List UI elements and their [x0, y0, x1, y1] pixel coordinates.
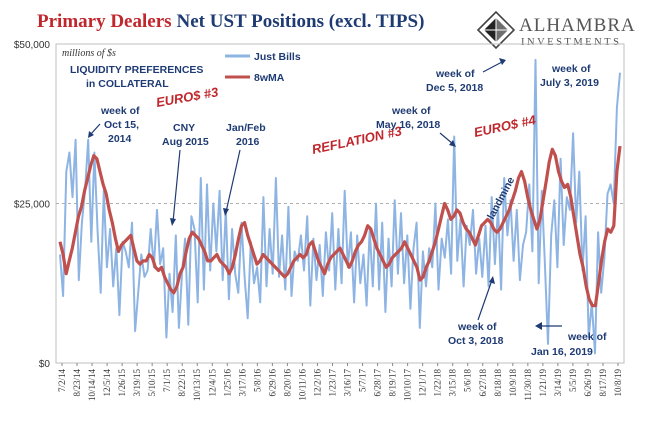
x-tick-label: 1/23/17: [327, 369, 337, 397]
x-tick-label: 3/15/18: [448, 369, 458, 397]
annotation-may2018-line2: May 16, 2018: [376, 119, 440, 131]
annotation-cny-line1: CNY: [173, 122, 195, 134]
x-tick-label: 11/30/18: [523, 369, 533, 401]
units-label: millions of $s: [62, 48, 116, 59]
logo-name: ALHAMBRA: [519, 15, 636, 36]
x-tick-label: 8/18/18: [493, 369, 503, 397]
logo-subtitle: INVESTMENTS: [521, 37, 621, 48]
x-tick-label: 8/17/19: [598, 369, 608, 397]
x-tick-label: 10/9/18: [508, 369, 518, 397]
x-tick-label: 8/22/15: [177, 369, 187, 397]
x-tick-label: 3/14/19: [553, 369, 563, 397]
x-tick-label: 6/29/16: [267, 369, 277, 397]
x-tick-label: 10/11/16: [297, 369, 307, 401]
annotation-dec2018-line2: Dec 5, 2018: [426, 82, 483, 94]
annotation-janfeb-arrow: [225, 149, 241, 213]
annotation-oct2018-arrowhead-icon: [489, 276, 495, 284]
x-tick-label: 5/5/19: [568, 369, 578, 393]
legend-label-ma: 8wMA: [254, 72, 285, 84]
x-tick-label: 8/19/17: [388, 369, 398, 397]
x-tick-label: 5/7/17: [358, 369, 368, 393]
x-tick-label: 6/27/18: [478, 369, 488, 397]
annotation-oct2018-line2: Oct 3, 2018: [448, 335, 504, 347]
annotation-cny-arrowhead-icon: [170, 218, 176, 226]
annotation-jan2019-arrowhead-icon: [535, 322, 542, 330]
x-axis: 7/2/14 8/23/14 10/14/14 12/5/14 1/26/15 3/19/…: [57, 363, 623, 401]
x-tick-label: 10/10/17: [403, 369, 413, 402]
title: Primary Dealers Net UST Positions (excl. …: [37, 11, 424, 32]
annotation-dec2018-arrowhead-icon: [499, 58, 506, 65]
x-tick-label: 1/26/15: [117, 369, 127, 397]
x-tick-label: 3/16/17: [343, 369, 353, 397]
annotation-jul2019-line1: week of: [551, 63, 591, 75]
annotation-oct2018-arrow: [477, 279, 493, 321]
annotation-oct2014-line1: week of: [100, 105, 140, 117]
y-axis: $0 $25,000 $50,000: [14, 40, 51, 370]
annotation-jul2019-line2: July 3, 2019: [540, 77, 599, 89]
annotation-may2018-arrowhead-icon: [449, 140, 456, 147]
x-tick-label: 12/1/17: [418, 369, 428, 397]
annotation-euro4: EURO$ #4: [473, 112, 538, 140]
annotations: LIQUIDITY PREFERENCES in COLLATERAL week…: [70, 58, 607, 358]
legend: Just Bills 8wMA: [225, 51, 301, 84]
annotation-liquidity-line1: LIQUIDITY PREFERENCES: [70, 64, 203, 76]
series-8wma-line: [58, 145, 622, 308]
annotation-oct2014-arrowhead-icon: [88, 131, 94, 138]
annotation-may2018-arrow: [439, 132, 454, 145]
annotation-dec2018-line1: week of: [435, 68, 475, 80]
x-tick-label: 1/21/19: [538, 369, 548, 397]
annotation-cny-line2: Aug 2015: [162, 136, 209, 148]
annotation-oct2018-line1: week of: [457, 321, 497, 333]
x-tick-label: 8/23/14: [72, 369, 82, 397]
x-tick-label: 7/2/14: [57, 369, 67, 393]
annotation-oct2014-line2: Oct 15,: [104, 119, 139, 131]
annotation-cny-arrow: [172, 149, 181, 223]
y-tick-label: $50,000: [14, 40, 51, 51]
y-tick-label: $0: [39, 359, 51, 370]
annotation-may2018-line1: week of: [391, 105, 431, 117]
x-tick-label: 8/20/16: [282, 369, 292, 397]
title-part-navy: Net UST Positions (excl. TIPS): [177, 11, 425, 32]
x-tick-label: 1/25/16: [222, 369, 232, 397]
x-tick-label: 10/8/19: [613, 369, 623, 397]
x-tick-label: 3/17/16: [237, 369, 247, 397]
x-tick-label: 7/1/15: [162, 369, 172, 393]
x-tick-label: 1/22/18: [433, 369, 443, 397]
annotation-dec2018-arrow: [482, 61, 503, 73]
x-tick-label: 12/4/15: [207, 369, 217, 397]
annotation-oct2014-line3: 2014: [108, 133, 132, 145]
x-tick-label: 6/28/17: [373, 369, 383, 397]
annotation-jan2019-line1: week of: [567, 331, 607, 343]
x-tick-label: 10/13/15: [192, 369, 202, 402]
series-just-bills-line: [59, 58, 621, 355]
annotation-janfeb-line2: 2016: [236, 136, 260, 148]
annotation-janfeb-arrowhead-icon: [223, 208, 229, 216]
x-tick-label: 5/10/15: [147, 369, 157, 397]
x-tick-label: 3/19/15: [132, 369, 142, 397]
legend-label-bills: Just Bills: [254, 51, 301, 63]
x-tick-label: 5/8/16: [252, 369, 262, 393]
title-part-red: Primary Dealers: [37, 11, 172, 32]
x-tick-label: 10/14/14: [87, 369, 97, 402]
alhambra-logo: ALHAMBRA INVESTMENTS: [476, 10, 636, 50]
x-tick-label: 12/2/16: [312, 369, 322, 397]
series-layer: [58, 58, 622, 355]
annotation-jan2019-line2: Jan 16, 2019: [531, 346, 593, 358]
x-tick-label: 5/6/18: [463, 369, 473, 393]
y-tick-label: $25,000: [14, 200, 51, 211]
x-tick-label: 12/5/14: [102, 369, 112, 397]
x-tick-label: 6/26/19: [583, 369, 593, 397]
logo-emblem-icon: [476, 10, 516, 50]
annotation-janfeb-line1: Jan/Feb: [226, 122, 266, 134]
annotation-liquidity-line2: in COLLATERAL: [86, 78, 169, 90]
